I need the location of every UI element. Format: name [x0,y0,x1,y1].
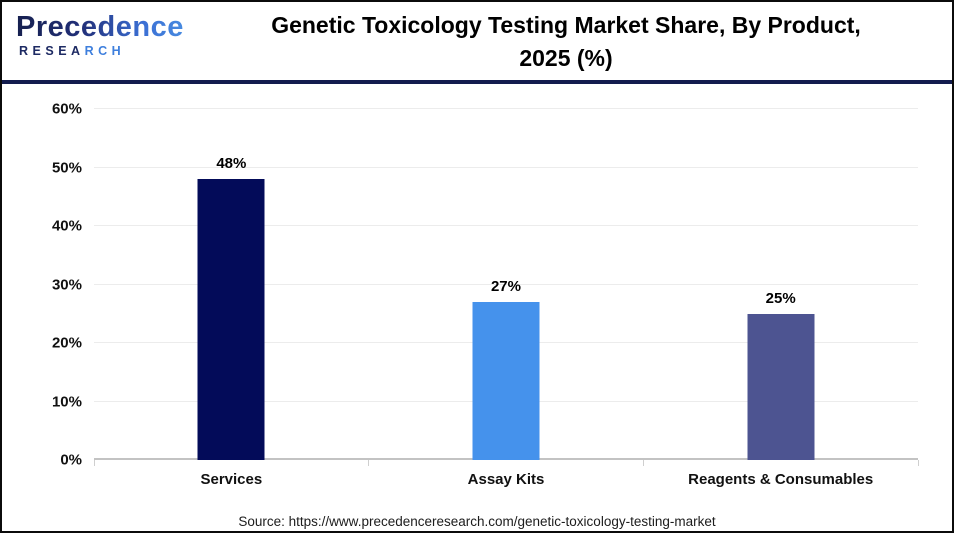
gridline-40% [94,225,918,226]
x-category-label: Services [200,471,263,488]
axis-tick [917,460,919,466]
chart-area: 0% 10% 20% 30% 40% 50% 60% 48% 27% 25% Services A… [2,86,952,531]
plot-area: 48% 27% 25% [93,108,919,466]
bar-slice-3: 25% [643,109,918,460]
chart-title: Genetic Toxicology Testing Market Share,… [192,2,952,80]
y-tick-label-50%: 50% [51,159,82,176]
axis-tick [93,460,95,466]
gridline-50% [94,166,918,168]
brand-logo: Precedence RESEARCH [2,2,192,80]
axis-tick [368,460,370,466]
x-category-label: Reagents & Consumables [688,471,874,488]
x-category-label: Assay Kits [467,471,545,488]
bar-reagents-consumables [747,313,815,460]
brand-subtitle: RESEARCH [16,44,192,58]
bar-value-label: 48% [216,155,247,173]
y-tick-label-30%: 30% [51,276,82,293]
gridline-30% [94,283,918,285]
brand-name: Precedence [16,11,192,43]
chart-title-line2: 2025 (%) [519,45,613,71]
x-axis-labels: Services Assay Kits Reagents & Consumables [94,471,918,488]
source-note: Source: https://www.precedenceresearch.c… [238,514,716,529]
y-tick-label-10%: 10% [51,393,82,410]
bar-services [197,179,265,460]
chart-title-line1: Genetic Toxicology Testing Market Share,… [271,12,861,38]
bar-assay-kits [472,302,540,460]
bar-value-label: 27% [490,278,521,296]
y-tick-label-60%: 60% [51,100,82,118]
y-tick-label-0%: 0% [60,451,82,469]
bar-slice-2: 27% [369,109,644,460]
gridline-60% [94,108,918,109]
y-tick-label-20%: 20% [51,334,82,352]
y-tick-label-40%: 40% [51,217,82,235]
y-axis: 0% 10% 20% 30% 40% 50% 60% [2,101,82,469]
brand-subtitle-part1: RESEA [19,44,85,58]
bar-value-label: 25% [765,289,796,307]
bar-slice-1: 48% [94,109,369,460]
header: Precedence RESEARCH Genetic Toxicology T… [2,2,952,84]
brand-subtitle-part2: RCH [84,44,126,58]
axis-tick [642,460,644,466]
